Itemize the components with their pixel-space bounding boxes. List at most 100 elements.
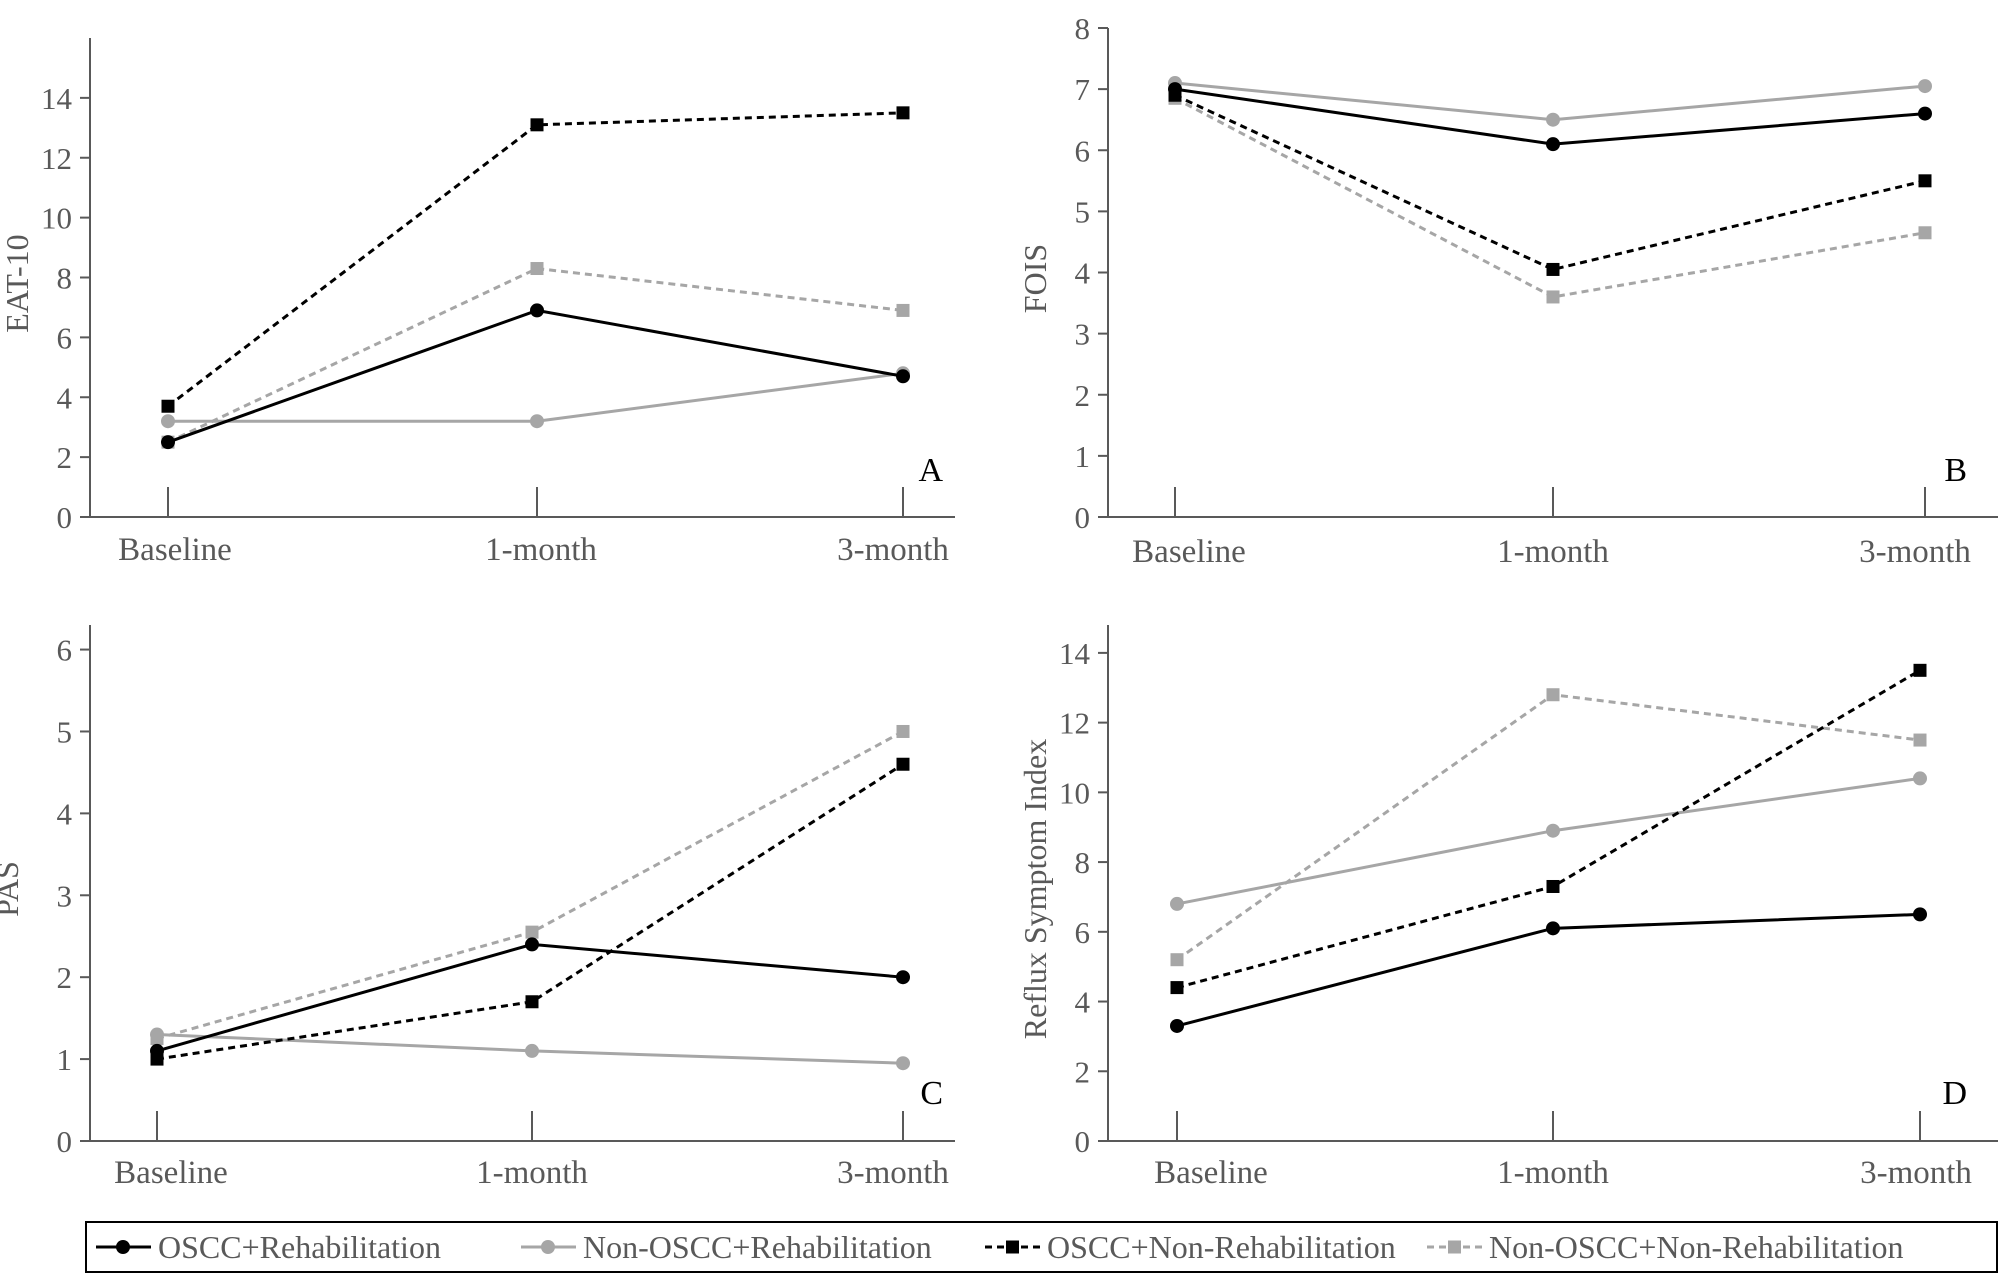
data-point [1170, 896, 1184, 911]
data-point [1546, 112, 1560, 127]
x-tick-label: 3-month [1859, 534, 1971, 570]
legend-item-oscc-rehabilitation: OSCC+Rehabilitation [96, 1229, 441, 1265]
data-point [896, 369, 910, 384]
y-tick-label: 2 [1075, 378, 1091, 413]
data-point [525, 937, 539, 952]
data-point [1918, 106, 1932, 121]
y-tick-label: 3 [57, 878, 73, 913]
legend-item-non-oscc-non-rehabilitation: Non-OSCC+Non-Rehabilitation [1427, 1229, 1903, 1265]
data-point [1546, 137, 1560, 152]
y-tick-label: 0 [1075, 1124, 1091, 1159]
panel-letter: A [918, 452, 943, 489]
data-point [1913, 733, 1927, 747]
legend-item-oscc-non-rehabilitation: OSCC+Non-Rehabilitation [985, 1229, 1396, 1265]
y-tick-label: 0 [1075, 500, 1091, 535]
data-point [896, 303, 910, 317]
x-tick-label: 3-month [1860, 1155, 1972, 1191]
data-point [150, 1027, 164, 1042]
legend-border [85, 1221, 1998, 1273]
series-line-non-oscc-non-rehabilitation [1174, 96, 1926, 299]
x-tick-label: 1-month [485, 532, 597, 568]
legend-label: OSCC+Non-Rehabilitation [1047, 1229, 1396, 1265]
x-tick-label: 1-month [1497, 1155, 1609, 1191]
data-point [530, 118, 544, 132]
data-point [1170, 1018, 1184, 1033]
y-tick-label: 4 [57, 380, 73, 415]
data-point [150, 1043, 164, 1058]
y-axis-title: Reflux Symptom Index [1017, 739, 1053, 1039]
data-point [525, 925, 539, 939]
y-tick-label: 8 [1075, 845, 1091, 880]
data-point [161, 435, 175, 450]
data-point [1918, 226, 1932, 240]
data-point [1913, 771, 1927, 786]
data-point [530, 303, 544, 318]
x-tick-label: 3-month [837, 532, 949, 568]
x-tick-label: 3-month [837, 1155, 949, 1191]
data-point [530, 414, 544, 429]
panel-letter: D [1942, 1075, 1967, 1112]
series-line-non-oscc-non-rehabilitation [156, 730, 904, 1041]
panel-letter: B [1944, 452, 1967, 489]
legend-marker [541, 1240, 555, 1254]
y-tick-label: 7 [1075, 72, 1091, 107]
y-tick-label: 2 [57, 440, 73, 475]
y-tick-label: 10 [41, 201, 72, 236]
data-point [161, 399, 175, 413]
data-point [896, 106, 910, 120]
y-tick-label: 12 [41, 141, 72, 176]
data-point [1546, 290, 1560, 304]
y-tick-label: 1 [57, 1042, 73, 1077]
data-point [1918, 174, 1932, 188]
y-tick-label: 3 [1075, 317, 1091, 352]
panel-letter: C [920, 1075, 943, 1112]
y-tick-label: 4 [1075, 256, 1091, 291]
data-point [896, 1056, 910, 1071]
y-tick-label: 0 [57, 500, 73, 535]
y-tick-label: 12 [1059, 706, 1090, 741]
y-tick-label: 1 [1075, 439, 1091, 474]
legend-marker [1448, 1240, 1461, 1254]
legend-marker [1006, 1240, 1019, 1254]
y-tick-label: 4 [57, 796, 73, 831]
data-point [1918, 79, 1932, 94]
y-tick-label: 6 [57, 633, 73, 668]
x-tick-label: 1-month [476, 1155, 588, 1191]
y-tick-label: 2 [1075, 1054, 1091, 1089]
y-axis-title: PAS [0, 861, 25, 917]
series-line-oscc-non-rehabilitation [156, 762, 904, 1061]
y-axis-title: EAT-10 [0, 234, 35, 332]
y-tick-label: 0 [57, 1124, 73, 1159]
legend-item-non-oscc-rehabilitation: Non-OSCC+Rehabilitation [521, 1229, 932, 1265]
legend-label: Non-OSCC+Rehabilitation [583, 1229, 932, 1265]
y-axis-title: FOIS [1017, 244, 1053, 313]
y-tick-label: 5 [57, 714, 73, 749]
data-point [1546, 262, 1560, 276]
panel-c: 0 1 2 3 4 5 6 Baseline 1-month 3-month PAS C [0, 625, 955, 1191]
series-line-oscc-non-rehabilitation [1174, 93, 1926, 272]
series-line-non-oscc-non-rehabilitation [167, 266, 904, 444]
y-tick-label: 14 [41, 81, 73, 116]
legend-label: OSCC+Rehabilitation [158, 1229, 441, 1265]
panel-b: 0 1 2 3 4 5 6 7 8 Baseline 1-month 3-month FOIS B [1017, 11, 1998, 570]
data-point [161, 414, 175, 429]
legend-label: Non-OSCC+Non-Rehabilitation [1489, 1229, 1903, 1265]
series-line-oscc-non-rehabilitation [167, 111, 904, 408]
y-tick-label: 6 [1075, 133, 1091, 168]
data-point [1168, 82, 1182, 97]
x-tick-label: Baseline [114, 1155, 228, 1191]
data-point [525, 995, 539, 1009]
panel-d: 0 2 4 6 8 10 12 14 Baseline 1-month 3-month Reflux … [1017, 625, 1998, 1191]
x-tick-label: Baseline [1154, 1155, 1268, 1191]
data-point [1546, 879, 1560, 893]
data-point [1546, 823, 1560, 838]
legend: OSCC+Rehabilitation Non-OSCC+Rehabilitati… [85, 1221, 1998, 1273]
x-tick-label: Baseline [1132, 534, 1246, 570]
y-tick-label: 2 [57, 960, 73, 995]
y-tick-label: 6 [1075, 915, 1091, 950]
data-point [1170, 981, 1184, 995]
data-point [1546, 921, 1560, 936]
series-line-non-oscc-rehabilitation [168, 371, 904, 423]
